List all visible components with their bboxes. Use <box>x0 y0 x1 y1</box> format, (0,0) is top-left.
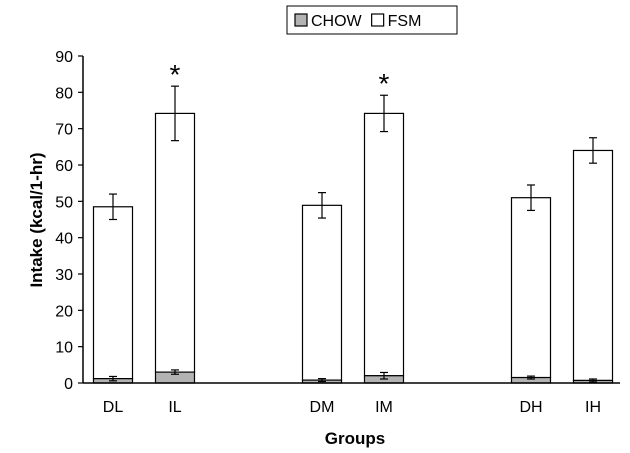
y-tick-label: 40 <box>55 231 73 248</box>
y-tick-label: 50 <box>55 194 73 211</box>
legend-swatch <box>294 13 308 27</box>
y-axis: 0 10 20 30 40 50 60 70 80 90 <box>55 49 84 393</box>
y-tick-label: 30 <box>55 267 73 284</box>
bars: * * <box>92 59 614 384</box>
y-tick-label: 90 <box>55 49 73 66</box>
bar-fsm <box>572 149 614 382</box>
x-tick-label: IL <box>168 399 181 416</box>
y-tick-label: 0 <box>64 376 73 393</box>
x-tick-label: DL <box>103 399 124 416</box>
bar-fsm <box>92 206 134 380</box>
y-tick-label: 80 <box>55 85 73 102</box>
x-tick-label: IM <box>375 399 393 416</box>
legend-swatch <box>371 13 385 27</box>
legend: CHOW FSM <box>286 5 458 35</box>
legend-label: FSM <box>388 13 422 30</box>
y-tick-label: 60 <box>55 158 73 175</box>
bar-fsm <box>510 197 552 379</box>
x-tick-label: DH <box>519 399 542 416</box>
y-tick-label: 10 <box>55 340 73 357</box>
bar-fsm <box>154 112 196 373</box>
y-tick-label: 20 <box>55 303 73 320</box>
y-axis-title: Intake (kcal/1-hr) <box>27 152 46 287</box>
significance-star: * <box>379 68 390 99</box>
bar-fsm <box>301 204 343 381</box>
legend-label: CHOW <box>311 13 363 30</box>
y-tick-label: 70 <box>55 122 73 139</box>
significance-star: * <box>170 59 181 90</box>
x-axis: DL IL DM IM DH IH <box>83 382 620 416</box>
x-axis-title: Groups <box>325 429 385 448</box>
bar-fsm <box>363 112 405 377</box>
x-tick-label: DM <box>310 399 335 416</box>
x-tick-label: IH <box>585 399 601 416</box>
